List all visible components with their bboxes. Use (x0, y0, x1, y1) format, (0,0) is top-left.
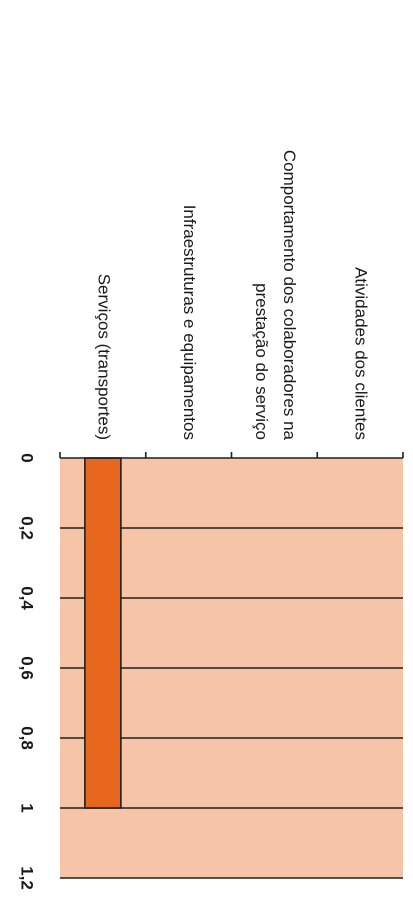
value-tick-label: 1,2 (18, 866, 37, 890)
category-label: Serviços (transportes) (94, 274, 113, 440)
category-label: Comportamento dos colaboradores na (280, 150, 299, 441)
value-tick-labels: 0 0,2 0,4 0,6 0,8 1 1,2 (18, 453, 37, 890)
bar (84, 457, 122, 809)
value-tick-label: 0,4 (18, 586, 37, 610)
category-label: Atividades dos clientes (352, 267, 371, 440)
value-tick-label: 0,6 (18, 656, 37, 680)
category-axis (59, 452, 404, 459)
bars (84, 457, 122, 809)
value-tick-label: 0,2 (18, 516, 37, 540)
value-tick-label: 1 (18, 803, 37, 812)
value-tick-label: 0 (18, 453, 37, 462)
value-tick-label: 0,8 (18, 726, 37, 750)
category-labels: Atividades dos clientes Comportamento dos… (94, 150, 370, 441)
category-label: Infraestruturas e equipamentos (180, 205, 199, 440)
category-label: prestação do serviço (252, 283, 271, 440)
